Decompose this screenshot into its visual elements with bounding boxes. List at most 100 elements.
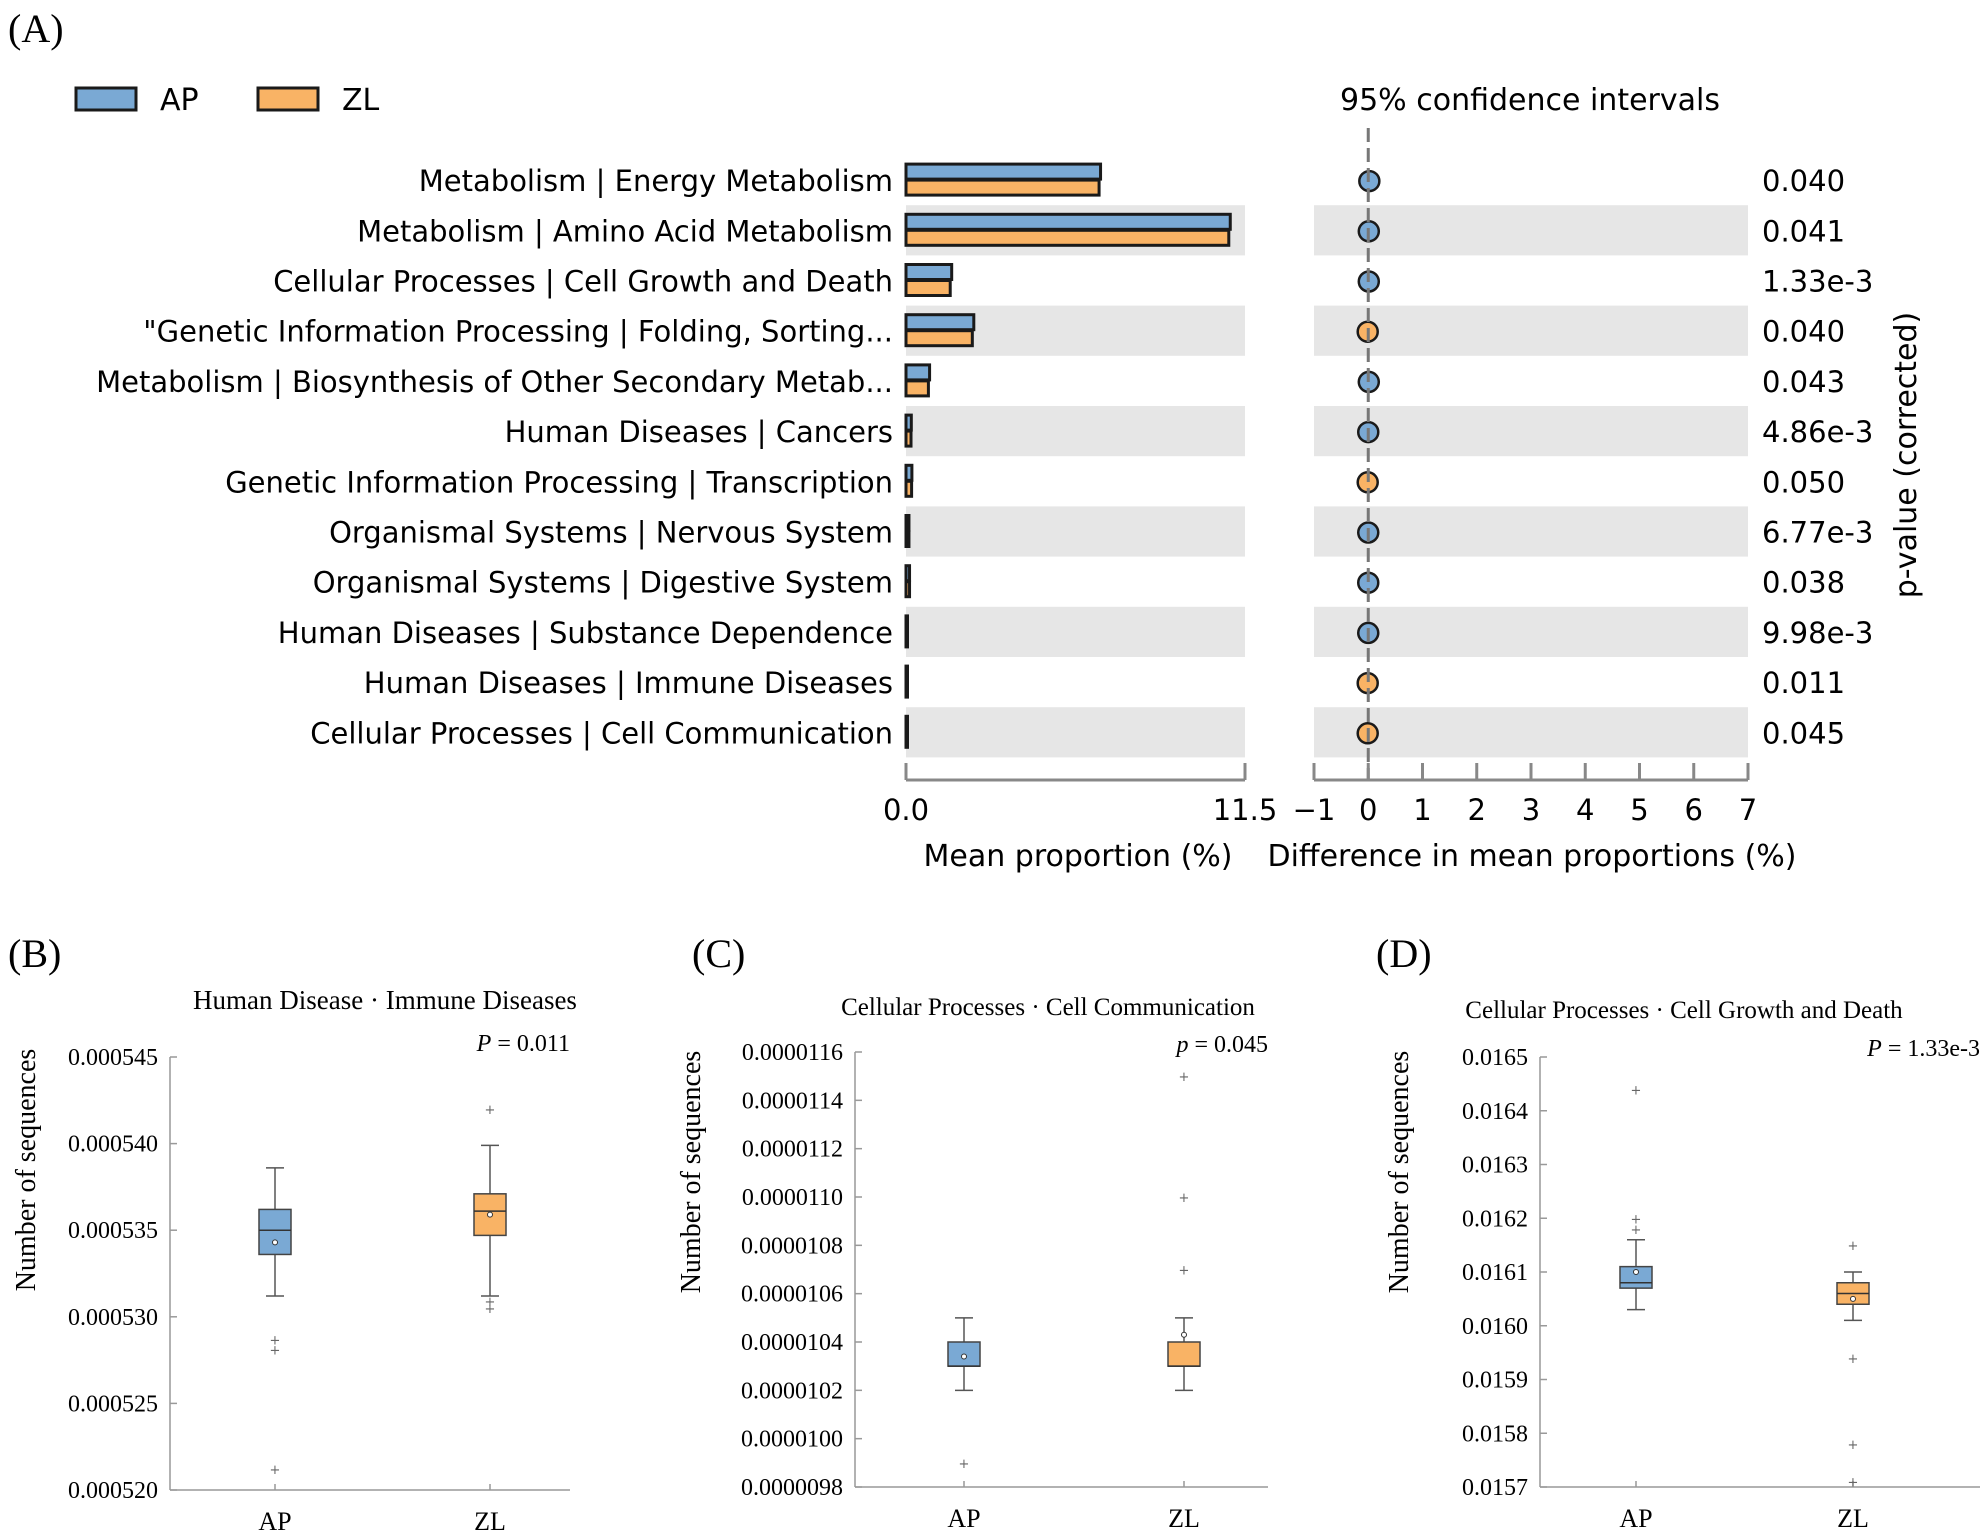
x-tick-label-right: 6 xyxy=(1685,793,1703,827)
ylabel-pvalue: p-value (corrected) xyxy=(1889,312,1924,599)
y-tick-label: 0.0000102 xyxy=(741,1378,843,1404)
bar-zl xyxy=(904,530,911,548)
panel-a-label: (A) xyxy=(8,6,64,51)
category-label: Cellular Processes | Cell Communication xyxy=(310,716,893,750)
row-stripes xyxy=(906,205,1748,758)
pvalue-labels: 0.040 0.041 1.33e-3 0.040 0.043 4.86e-3 0.050 6… xyxy=(1762,164,1873,750)
panel-d-pvalue: P = 1.33e-3 xyxy=(1866,1036,1980,1062)
x-tick-label: ZL xyxy=(474,1507,506,1531)
bar-ap xyxy=(904,514,911,532)
x-tick-label-left: 0.0 xyxy=(883,793,929,827)
category-label: Organismal Systems | Nervous System xyxy=(329,516,893,550)
y-tick-label: 0.0000112 xyxy=(742,1137,843,1163)
bar-zl xyxy=(904,730,909,749)
pvalue-label: 0.045 xyxy=(1762,716,1845,750)
mean-proportion-bars xyxy=(904,162,1232,749)
x-tick-label: AP xyxy=(258,1507,291,1531)
bar-ap xyxy=(904,212,1232,231)
y-tick-label: 0.0162 xyxy=(1462,1206,1528,1232)
y-tick-label: 0.0160 xyxy=(1462,1314,1528,1340)
bar-zl xyxy=(904,630,909,649)
category-label: Human Diseases | Cancers xyxy=(505,415,893,449)
category-label: Genetic Information Processing | Transcr… xyxy=(225,465,893,499)
outlier-point: + xyxy=(1631,1083,1642,1098)
ci-title: 95% confidence intervals xyxy=(1340,83,1720,118)
pvalue-label: 0.011 xyxy=(1762,666,1845,700)
panel-d: (D) Cellular Processes · Cell Growth and… xyxy=(1376,931,1980,1531)
panel-c: (C) Cellular Processes · Cell Communicat… xyxy=(676,931,1268,1531)
bar-ap xyxy=(904,614,909,633)
y-tick-label: 0.000520 xyxy=(68,1478,158,1504)
x-tick-label: AP xyxy=(947,1504,980,1531)
x-tick-label-left: 11.5 xyxy=(1213,793,1278,827)
bar-zl xyxy=(904,228,1231,247)
pvalue-label: 0.043 xyxy=(1762,365,1845,399)
category-label: Human Diseases | Immune Diseases xyxy=(364,666,893,700)
bar-zl xyxy=(904,379,930,398)
panel-b-title: Human Disease · Immune Diseases xyxy=(193,985,577,1015)
bar-ap xyxy=(904,313,976,332)
outlier-point: + xyxy=(1179,1191,1190,1206)
panel-d-boxplot: 0.0157 0.0158 0.0159 0.0160 0.0161 0.0162 0.01… xyxy=(1462,1045,1980,1531)
outlier-point: + xyxy=(1848,1438,1859,1453)
mean-marker xyxy=(487,1211,493,1218)
y-tick-label: 0.0157 xyxy=(1462,1475,1528,1501)
panel-c-pvalue-value: = 0.045 xyxy=(1188,1032,1268,1058)
x-tick-label-right: 7 xyxy=(1739,793,1757,827)
y-tick-label: 0.0158 xyxy=(1462,1421,1528,1447)
x-tick-label-right: −1 xyxy=(1293,793,1336,827)
legend-label-zl: ZL xyxy=(342,83,380,118)
x-tick-label-right: 4 xyxy=(1576,793,1594,827)
pvalue-label: 0.050 xyxy=(1762,465,1845,499)
x-tick-label-right: 5 xyxy=(1630,793,1648,827)
y-tick-label: 0.0000114 xyxy=(742,1088,843,1114)
y-tick-label: 0.0000106 xyxy=(741,1282,843,1308)
bar-ap xyxy=(904,664,909,683)
bar-zl xyxy=(904,329,974,348)
category-label: Metabolism | Amino Acid Metabolism xyxy=(357,214,893,248)
pvalue-label: 1.33e-3 xyxy=(1762,265,1873,299)
panel-b-pvalue: P = 0.011 xyxy=(476,1031,570,1057)
bar-ap xyxy=(904,162,1103,181)
panel-c-label: (C) xyxy=(692,931,745,976)
y-tick-label: 0.0165 xyxy=(1462,1045,1528,1071)
pvalue-label: 6.77e-3 xyxy=(1762,516,1873,550)
bar-zl xyxy=(904,580,912,599)
row-stripe-right xyxy=(1314,205,1748,256)
panel-c-ylabel: Number of sequences xyxy=(676,1051,707,1294)
outlier-point: + xyxy=(485,1295,496,1310)
y-tick-label: 0.000525 xyxy=(68,1391,158,1417)
outlier-point: + xyxy=(485,1103,496,1118)
outlier-point: + xyxy=(1848,1476,1859,1491)
xlabel-mean-proportion: Mean proportion (%) xyxy=(924,839,1233,874)
category-label: Cellular Processes | Cell Growth and Dea… xyxy=(273,265,893,299)
row-stripe-left xyxy=(906,707,1245,758)
panel-b-pvalue-value: = 0.011 xyxy=(491,1031,570,1057)
x-tick-label-right: 2 xyxy=(1468,793,1486,827)
x-tick-label: ZL xyxy=(1837,1504,1869,1531)
outlier-point: + xyxy=(485,1302,496,1317)
row-stripe-right xyxy=(1314,305,1748,356)
y-tick-label: 0.0000098 xyxy=(741,1475,843,1501)
box-ap xyxy=(258,1208,292,1256)
bar-zl xyxy=(904,178,1101,197)
x-tick-label-right: 0 xyxy=(1359,793,1377,827)
y-tick-label: 0.0000116 xyxy=(742,1040,843,1066)
panel-b-pvalue-prefix: P xyxy=(476,1031,492,1057)
outlier-point: + xyxy=(1179,1070,1190,1085)
bar-ap xyxy=(904,463,914,482)
panel-c-pvalue-prefix: p xyxy=(1174,1032,1188,1058)
y-tick-label: 0.000540 xyxy=(68,1132,158,1158)
bar-ap xyxy=(904,363,932,382)
row-stripe-left xyxy=(906,506,1245,557)
mean-marker xyxy=(1850,1295,1856,1302)
pvalue-label: 0.038 xyxy=(1762,566,1845,600)
panel-a: (A) AP ZL 95% confidence intervals Metab… xyxy=(8,6,1924,874)
pvalue-label: 4.86e-3 xyxy=(1762,415,1873,449)
panel-d-label: (D) xyxy=(1376,931,1432,976)
category-label: Metabolism | Energy Metabolism xyxy=(419,164,893,198)
bar-zl xyxy=(904,279,952,297)
xlabel-difference: Difference in mean proportions (%) xyxy=(1267,839,1796,874)
panel-b-label: (B) xyxy=(8,931,61,976)
